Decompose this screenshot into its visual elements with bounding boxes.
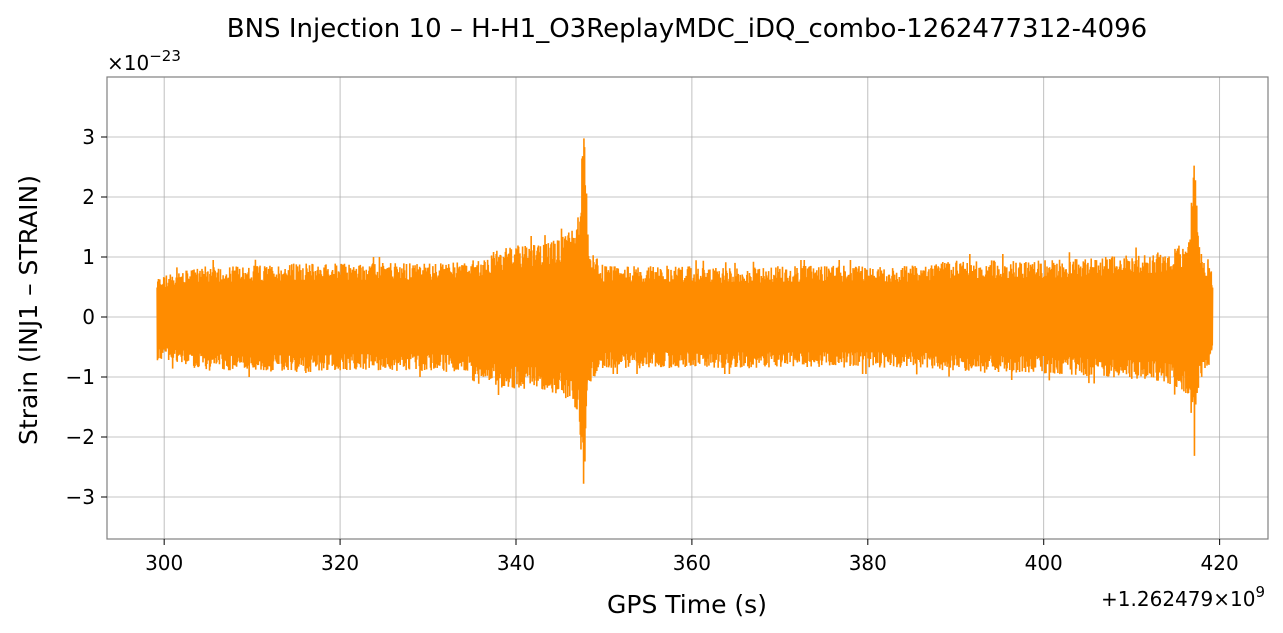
x-offset-exponent: 9 xyxy=(1255,583,1265,601)
plot-frame xyxy=(106,76,1269,540)
plot-area xyxy=(156,138,1214,484)
strain-series-fill xyxy=(157,184,1213,439)
y-tick-label: −2 xyxy=(66,425,95,449)
y-tick-label: 1 xyxy=(82,245,95,269)
x-offset-label: +1.262479×109 xyxy=(1101,583,1265,611)
y-axis: −3 −2 −1 0 1 2 3 xyxy=(66,125,107,509)
x-tick-label: 300 xyxy=(145,551,183,575)
y-tick-label: 2 xyxy=(82,185,95,209)
x-tick-label: 340 xyxy=(497,551,535,575)
y-axis-label: Strain (INJ1 – STRAIN) xyxy=(14,175,43,445)
x-tick-label: 420 xyxy=(1201,551,1239,575)
x-axis-label: GPS Time (s) xyxy=(607,590,767,619)
y-scale-exponent: −23 xyxy=(149,47,181,65)
x-tick-label: 380 xyxy=(849,551,887,575)
y-tick-label: 0 xyxy=(82,305,95,329)
x-tick-label: 320 xyxy=(321,551,359,575)
x-tick-label: 360 xyxy=(673,551,711,575)
y-tick-label: 3 xyxy=(82,125,95,149)
y-tick-label: −1 xyxy=(66,365,95,389)
chart-title: BNS Injection 10 – H-H1_O3ReplayMDC_iDQ_… xyxy=(227,14,1147,44)
y-tick-label: −3 xyxy=(66,485,95,509)
y-scale-label: ×10−23 xyxy=(107,47,181,75)
x-tick-label: 400 xyxy=(1025,551,1063,575)
x-axis: 300 320 340 360 380 400 420 xyxy=(145,539,1239,575)
